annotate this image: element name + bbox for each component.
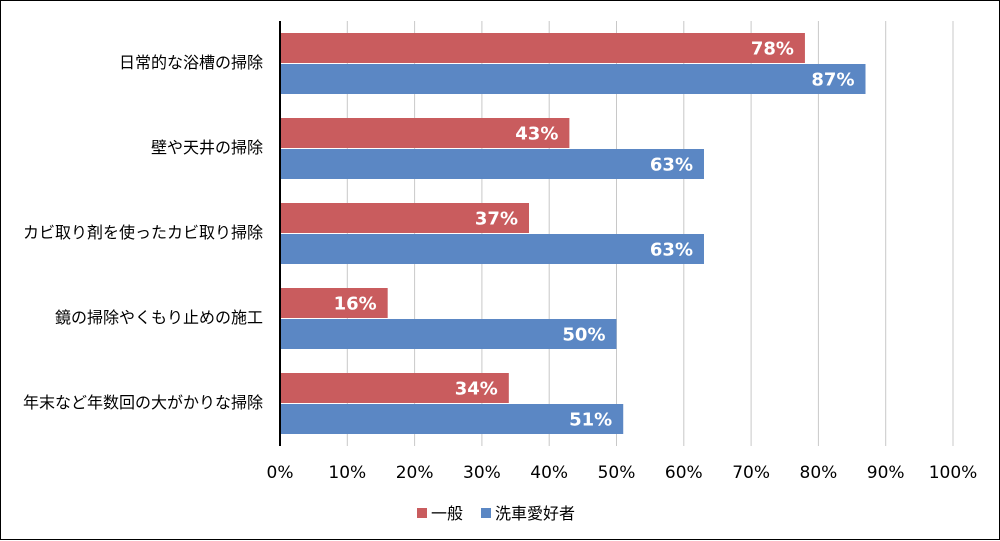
bar-enthusiast — [280, 234, 704, 264]
x-tick-label: 70% — [732, 463, 770, 483]
bar-value-label: 78% — [751, 39, 794, 60]
bar-value-label: 16% — [334, 294, 377, 315]
x-tick-label: 10% — [328, 463, 366, 483]
x-tick-label: 20% — [396, 463, 434, 483]
bar-general — [280, 33, 805, 63]
bar-general — [280, 118, 570, 148]
x-tick-label: 100% — [929, 463, 978, 483]
bar-value-label: 87% — [811, 70, 854, 91]
legend-swatch-general — [417, 508, 427, 518]
bar-general — [280, 203, 530, 233]
category-label: 壁や天井の掃除 — [151, 138, 263, 157]
x-tick-label: 90% — [867, 463, 905, 483]
bar-value-label: 43% — [515, 124, 558, 145]
bar-value-label: 63% — [650, 240, 693, 261]
bar-general — [280, 373, 509, 403]
category-label: 年末など年数回の大がかりな掃除 — [23, 393, 263, 412]
x-tick-label: 50% — [598, 463, 636, 483]
legend-label-general: 一般 — [431, 504, 463, 523]
legend-swatch-enthusiast — [481, 508, 491, 518]
legend-label-enthusiast: 洗車愛好者 — [495, 504, 575, 523]
bar-enthusiast — [280, 404, 624, 434]
category-label: 日常的な浴槽の掃除 — [119, 53, 263, 72]
category-label: カビ取り剤を使ったカビ取り掃除 — [23, 223, 263, 242]
x-tick-label: 60% — [665, 463, 703, 483]
bar-value-label: 37% — [475, 209, 518, 230]
x-tick-label: 0% — [267, 463, 294, 483]
bar-value-label: 34% — [455, 379, 498, 400]
bar-value-label: 51% — [569, 410, 612, 431]
category-label: 鏡の掃除やくもり止めの施工 — [55, 308, 263, 327]
bar-general — [280, 288, 388, 318]
bar-value-label: 63% — [650, 155, 693, 176]
bar-enthusiast — [280, 64, 866, 94]
bar-enthusiast — [280, 319, 617, 349]
x-tick-label: 40% — [530, 463, 568, 483]
bar-value-label: 50% — [562, 325, 605, 346]
x-tick-label: 80% — [800, 463, 838, 483]
x-tick-label: 30% — [463, 463, 501, 483]
bar-enthusiast — [280, 149, 704, 179]
